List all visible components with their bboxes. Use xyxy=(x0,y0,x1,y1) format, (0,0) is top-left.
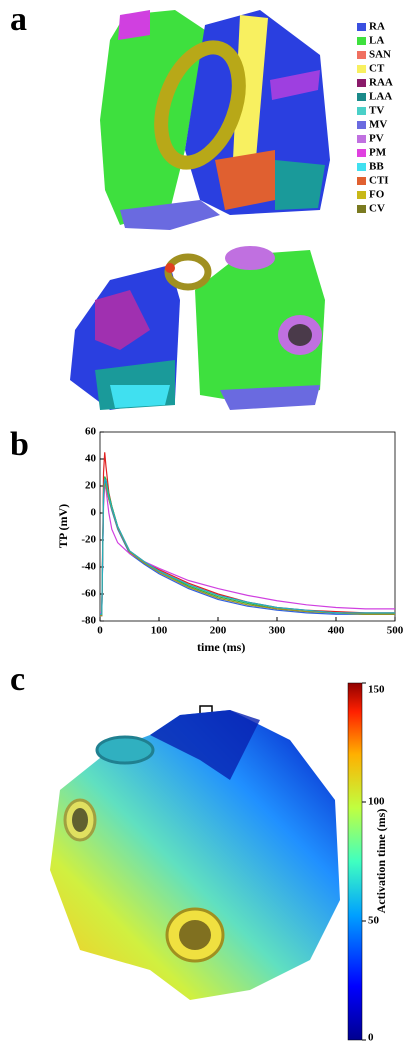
series-line xyxy=(100,476,395,615)
heart-model-top xyxy=(100,10,330,230)
colorbar-tick-label: 0 xyxy=(368,1032,374,1044)
y-tick-label: 20 xyxy=(85,480,97,492)
y-tick-label: -80 xyxy=(81,615,96,627)
y-tick-label: -20 xyxy=(81,534,96,546)
legend-label: PV xyxy=(369,133,384,145)
legend-label: LAA xyxy=(369,91,392,103)
series-line xyxy=(100,477,395,615)
x-tick-label: 100 xyxy=(151,625,168,637)
legend-swatch xyxy=(357,107,366,115)
heart-model-bottom xyxy=(70,246,325,410)
colorbar-label: Activation time (ms) xyxy=(374,809,388,914)
activation-map xyxy=(50,710,340,1000)
colorbar-tick-label: 150 xyxy=(368,684,385,696)
legend-swatch xyxy=(357,23,366,31)
legend-label: CTI xyxy=(369,175,389,187)
y-tick-label: 60 xyxy=(85,426,97,438)
legend-label: SAN xyxy=(369,49,391,61)
x-tick-label: 500 xyxy=(387,625,404,637)
legend-swatch xyxy=(357,149,366,157)
legend-swatch xyxy=(357,191,366,199)
legend-swatch xyxy=(357,135,366,143)
legend-swatch xyxy=(357,65,366,73)
x-tick-label: 300 xyxy=(269,625,286,637)
legend: RA LA SAN CT RAA LAA TV MV PV PM BB CTI FO CV xyxy=(357,21,393,215)
y-tick-label: 40 xyxy=(85,453,97,465)
legend-label: CT xyxy=(369,63,385,75)
y-tick-label: -60 xyxy=(81,588,96,600)
legend-swatch xyxy=(357,205,366,213)
legend-label: LA xyxy=(369,35,384,47)
x-tick-label: 0 xyxy=(97,625,103,637)
colorbar-tick-label: 50 xyxy=(368,915,380,927)
colorbar-tick-label: 100 xyxy=(368,796,385,808)
legend-label: CV xyxy=(369,203,385,215)
legend-label: MV xyxy=(369,119,387,131)
y-axis-label: TP (mV) xyxy=(56,504,70,548)
plot-frame xyxy=(99,431,396,622)
legend-swatch xyxy=(357,37,366,45)
panel-label: c xyxy=(10,661,25,698)
y-tick-label: 0 xyxy=(91,507,97,519)
legend-label: FO xyxy=(369,189,385,201)
legend-label: PM xyxy=(369,147,387,159)
legend-label: TV xyxy=(369,105,384,117)
legend-swatch xyxy=(357,177,366,185)
series-line xyxy=(100,452,395,617)
colorbar: Activation time (ms) 0 50 100 150 xyxy=(347,682,388,1044)
panel-label: a xyxy=(10,1,27,38)
legend-swatch xyxy=(357,93,366,101)
line-chart: time (ms) TP (mV) -80 -60 -40 -20 0 20 40 60 0 10… xyxy=(56,426,404,654)
x-tick-label: 200 xyxy=(210,625,227,637)
legend-swatch xyxy=(357,51,366,59)
y-tick-label: -40 xyxy=(81,561,96,573)
legend-swatch xyxy=(357,79,366,87)
legend-label: RA xyxy=(369,21,385,33)
colorbar-gradient xyxy=(347,682,363,1041)
x-tick-label: 400 xyxy=(328,625,345,637)
panel-label: b xyxy=(10,426,29,463)
series-line xyxy=(100,485,395,614)
legend-swatch xyxy=(357,121,366,129)
x-axis-label: time (ms) xyxy=(197,640,245,654)
legend-swatch xyxy=(357,163,366,171)
legend-label: BB xyxy=(369,161,384,173)
legend-label: RAA xyxy=(369,77,393,89)
